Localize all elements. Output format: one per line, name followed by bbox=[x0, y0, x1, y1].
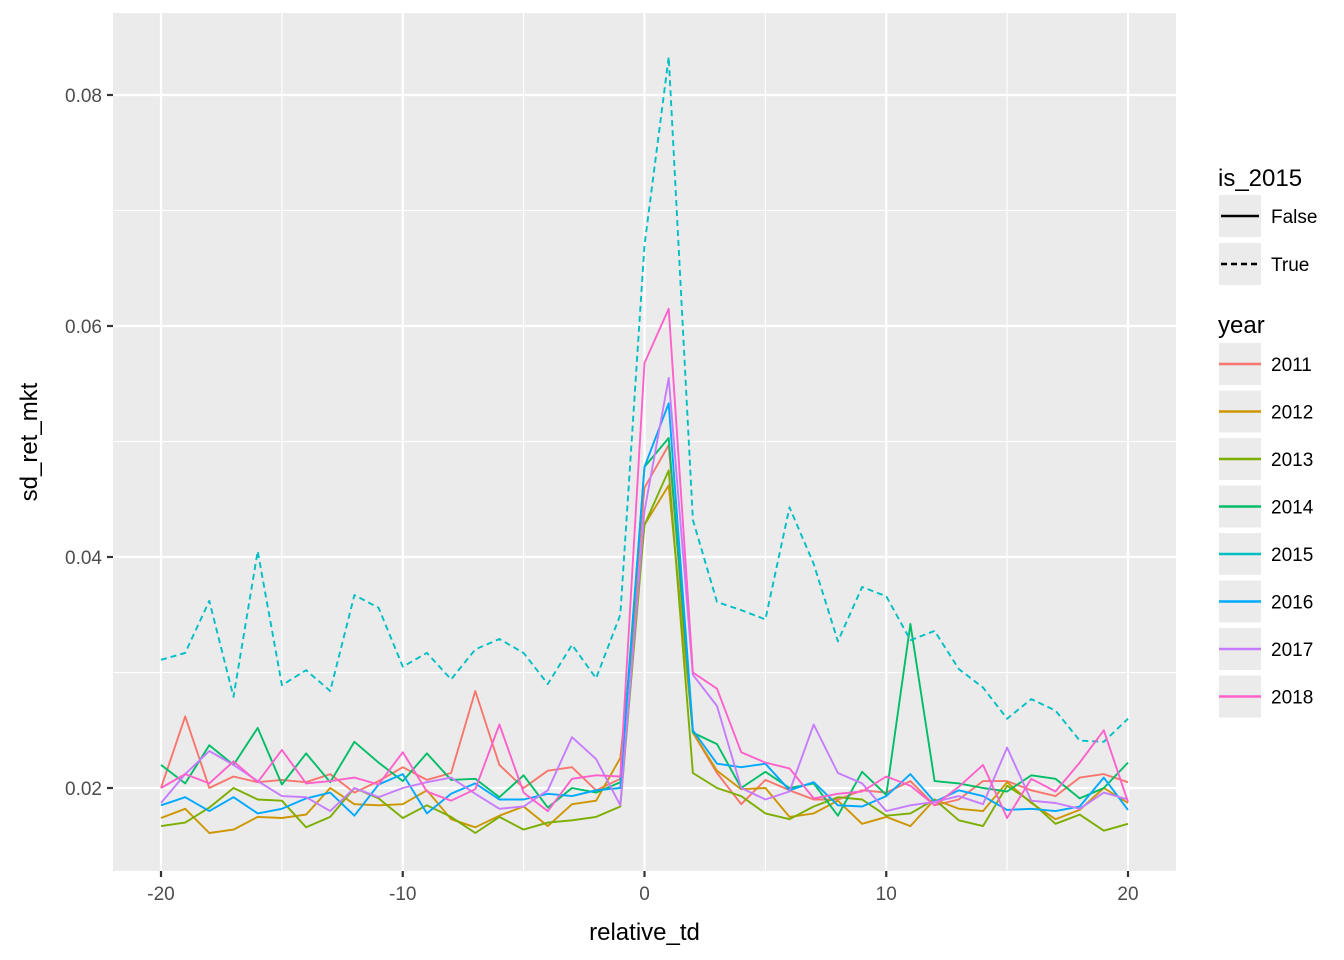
series-line-2013 bbox=[160, 469, 1129, 834]
legend-label-is-2015: True bbox=[1271, 255, 1309, 276]
y-axis-ticks: 0.02 0.04 0.06 0.08 bbox=[65, 86, 113, 800]
legend-label-is-2015: False bbox=[1271, 207, 1317, 228]
legend-title-is-2015: is_2015 bbox=[1218, 165, 1302, 192]
x-tick-label: 10 bbox=[876, 884, 897, 905]
legend-label-year: 2012 bbox=[1271, 403, 1313, 424]
x-axis-title: relative_td bbox=[589, 919, 700, 946]
legend-label-year: 2011 bbox=[1271, 355, 1312, 376]
y-tick-label: 0.04 bbox=[65, 548, 102, 569]
series-line-2017 bbox=[160, 377, 1129, 813]
legend-label-year: 2017 bbox=[1271, 640, 1313, 661]
data-lines bbox=[160, 55, 1129, 834]
legend-label-year: 2014 bbox=[1271, 498, 1314, 519]
legend-label-year: 2013 bbox=[1271, 450, 1313, 471]
x-tick-label: 0 bbox=[639, 884, 650, 905]
y-tick-label: 0.08 bbox=[65, 86, 102, 107]
legend-label-year: 2015 bbox=[1271, 545, 1313, 566]
x-tick-label: 20 bbox=[1117, 884, 1138, 905]
x-tick-label: -20 bbox=[147, 884, 174, 905]
series-line-2016 bbox=[160, 402, 1129, 817]
series-line-2015 bbox=[160, 55, 1129, 743]
x-axis-ticks: -20 -10 0 10 20 bbox=[147, 871, 1139, 905]
series-line-2011 bbox=[160, 444, 1129, 807]
y-tick-label: 0.06 bbox=[65, 317, 102, 338]
major-gridlines bbox=[113, 13, 1176, 871]
legend-linetype-items: False True bbox=[1219, 195, 1317, 285]
legend-label-year: 2016 bbox=[1271, 593, 1313, 614]
y-tick-label: 0.02 bbox=[65, 779, 102, 800]
x-tick-label: -10 bbox=[389, 884, 416, 905]
legend-label-year: 2018 bbox=[1271, 688, 1313, 709]
series-line-2018 bbox=[160, 307, 1129, 819]
y-axis-title: sd_ret_mkt bbox=[16, 382, 43, 501]
legend-title-year: year bbox=[1218, 312, 1265, 339]
legend-color-items: 2011 2012 2013 2014 2015 2016 2017 2018 bbox=[1219, 343, 1314, 718]
